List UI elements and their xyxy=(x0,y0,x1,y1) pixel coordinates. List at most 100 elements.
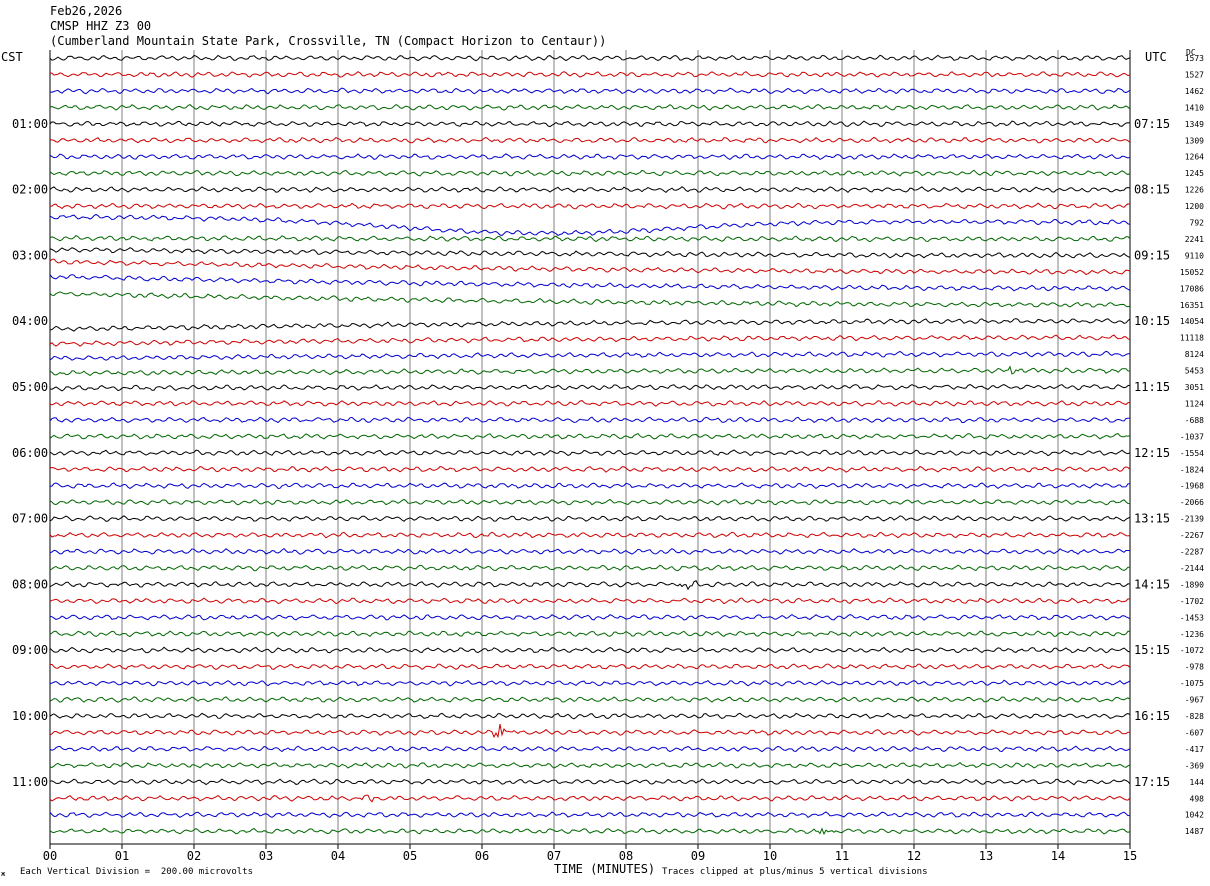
dc-offset-label: -828 xyxy=(1185,712,1204,721)
seismic-trace xyxy=(49,334,1131,347)
seismic-trace xyxy=(49,761,1131,769)
x-tick-label: 10 xyxy=(763,849,777,863)
clip-note: Traces clipped at plus/minus 5 vertical … xyxy=(662,867,928,877)
dc-offset-label: 144 xyxy=(1190,778,1205,787)
seismic-trace xyxy=(49,712,1131,720)
seismic-trace xyxy=(49,291,1131,308)
seismic-trace xyxy=(49,663,1131,671)
dc-offset-label: -688 xyxy=(1185,416,1204,425)
seismic-trace xyxy=(49,384,1131,392)
x-tick-label: 06 xyxy=(475,849,489,863)
x-tick-label: 03 xyxy=(259,849,273,863)
seismic-trace xyxy=(49,247,1131,259)
dc-offset-label: 1309 xyxy=(1185,136,1204,145)
seismic-trace xyxy=(49,202,1131,210)
seismic-trace xyxy=(49,515,1131,522)
seismic-trace xyxy=(49,547,1131,555)
dc-offset-label: -978 xyxy=(1185,663,1204,672)
x-tick-label: 02 xyxy=(187,849,201,863)
seismic-trace xyxy=(49,169,1131,177)
x-tick-label: 08 xyxy=(619,849,633,863)
cst-hour-label: 06:00 xyxy=(12,446,48,460)
dc-offset-label: -1824 xyxy=(1180,465,1204,474)
x-tick-label: 07 xyxy=(547,849,561,863)
dc-offset-label: 1042 xyxy=(1185,811,1204,820)
seismic-trace xyxy=(49,449,1131,457)
program-logo: ж xyxy=(1,870,6,878)
seismic-trace xyxy=(49,234,1131,243)
cst-hour-label: 08:00 xyxy=(12,577,48,591)
dc-offset-label: -2066 xyxy=(1180,498,1204,507)
seismic-trace xyxy=(49,778,1131,786)
station-location: (Cumberland Mountain State Park, Crossvi… xyxy=(50,34,607,48)
seismic-trace xyxy=(49,71,1131,78)
utc-hour-label: 11:15 xyxy=(1134,380,1170,394)
dc-offset-label: 792 xyxy=(1190,219,1205,228)
seismic-trace xyxy=(49,498,1131,506)
cst-hour-label: 05:00 xyxy=(12,380,48,394)
seismic-trace xyxy=(49,213,1131,236)
dc-offset-label: 3051 xyxy=(1185,383,1204,392)
seismic-trace xyxy=(49,350,1131,361)
utc-hour-label: 15:15 xyxy=(1134,643,1170,657)
cst-hour-label: 07:00 xyxy=(12,512,48,526)
x-tick-label: 01 xyxy=(115,849,129,863)
utc-hour-label: 14:15 xyxy=(1134,577,1170,591)
seismic-trace xyxy=(49,416,1131,424)
seismic-trace xyxy=(49,153,1131,161)
seismic-trace xyxy=(49,597,1131,605)
utc-hour-label: 12:15 xyxy=(1134,446,1170,460)
seismic-trace xyxy=(49,630,1131,638)
dc-offset-label: 14054 xyxy=(1180,317,1204,326)
dc-offset-label: -1072 xyxy=(1180,646,1204,655)
cst-hour-label: 01:00 xyxy=(12,117,48,131)
cst-hour-label: 11:00 xyxy=(12,775,48,789)
x-tick-label: 12 xyxy=(907,849,921,863)
dc-offset-label: -1968 xyxy=(1180,482,1204,491)
seismic-trace xyxy=(49,120,1131,128)
seismic-trace xyxy=(49,318,1131,332)
seismic-trace xyxy=(49,794,1131,803)
seismic-trace xyxy=(49,258,1131,275)
seismic-trace xyxy=(49,646,1131,654)
dc-offset-label: 9110 xyxy=(1185,251,1204,260)
dc-offset-label: 2241 xyxy=(1185,235,1204,244)
dc-offset-label: -369 xyxy=(1185,761,1204,770)
seismic-trace xyxy=(49,696,1131,703)
dc-offset-label: 498 xyxy=(1190,794,1205,803)
dc-offset-label: 1245 xyxy=(1185,169,1204,178)
dc-offset-label: 1487 xyxy=(1185,827,1204,836)
dc-offset-label: 1264 xyxy=(1185,153,1204,162)
dc-offset-label: 5453 xyxy=(1185,367,1204,376)
seismic-trace xyxy=(49,811,1131,819)
seismic-trace xyxy=(49,186,1131,193)
right-timezone-label: UTC xyxy=(1145,50,1167,64)
dc-offset-label: -967 xyxy=(1185,696,1204,705)
seismic-trace xyxy=(49,613,1131,621)
x-tick-label: 14 xyxy=(1051,849,1065,863)
x-tick-label: 04 xyxy=(331,849,345,863)
dc-offset-label: 11118 xyxy=(1180,334,1204,343)
dc-offset-label: -417 xyxy=(1185,745,1204,754)
dc-offset-label: 1410 xyxy=(1185,103,1204,112)
dc-offset-label: 1573 xyxy=(1185,54,1204,63)
dc-offset-label: 15052 xyxy=(1180,268,1204,277)
cst-hour-label: 09:00 xyxy=(12,643,48,657)
seismic-trace xyxy=(49,564,1131,572)
cst-hour-label: 10:00 xyxy=(12,709,48,723)
utc-hour-label: 10:15 xyxy=(1134,314,1170,328)
dc-offset-label: 1226 xyxy=(1185,186,1204,195)
cst-hour-label: 03:00 xyxy=(12,248,48,262)
dc-offset-label: -2267 xyxy=(1180,531,1204,540)
seismic-trace xyxy=(49,274,1131,292)
utc-hour-label: 17:15 xyxy=(1134,775,1170,789)
seismic-trace xyxy=(49,54,1131,62)
seismic-trace xyxy=(49,432,1131,440)
dc-offset-label: -1702 xyxy=(1180,597,1204,606)
seismic-trace xyxy=(49,365,1131,377)
seismic-trace xyxy=(49,580,1131,591)
seismic-trace xyxy=(49,724,1130,739)
utc-hour-label: 16:15 xyxy=(1134,709,1170,723)
seismic-trace xyxy=(49,136,1131,144)
utc-hour-label: 09:15 xyxy=(1134,248,1170,262)
